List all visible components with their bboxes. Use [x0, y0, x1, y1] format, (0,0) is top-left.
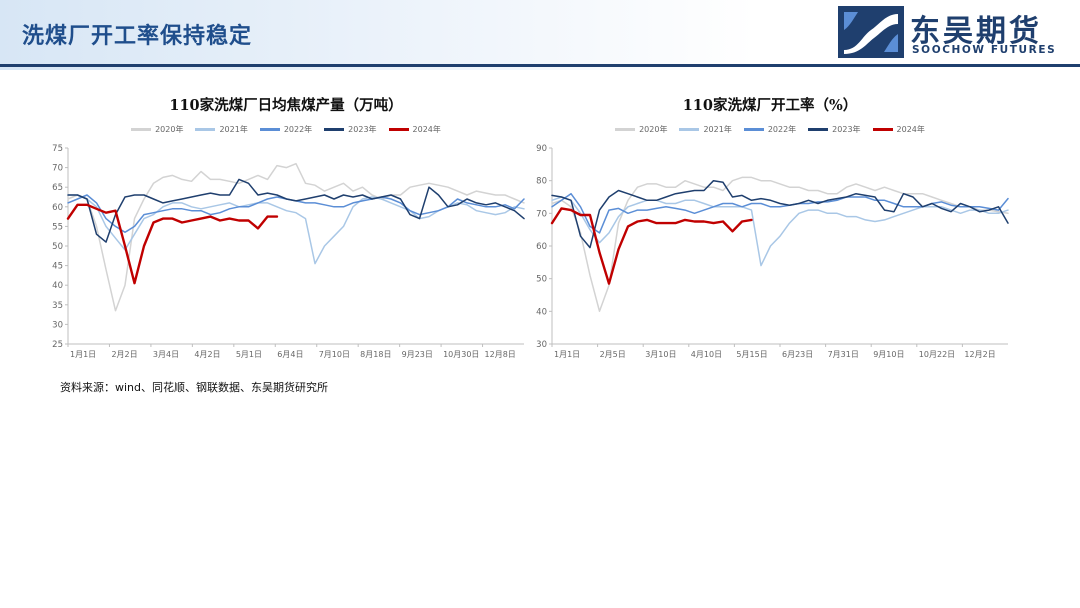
legend-label: 2021年: [219, 125, 248, 134]
series-line-2023年: [551, 179, 1009, 249]
x-tick-label: 12月2日: [964, 350, 995, 359]
header-rule: [0, 64, 1080, 67]
legend-item: 2022年: [743, 124, 797, 135]
x-tick-label: 5月15日: [736, 350, 767, 359]
page-title: 洗煤厂开工率保持稳定: [22, 24, 253, 49]
y-tick-label: 60: [52, 203, 63, 213]
y-tick-label: 30: [52, 320, 63, 330]
legend-item: 2023年: [324, 124, 377, 135]
legend-item: 2022年: [259, 124, 313, 135]
legend-item: 2024年: [388, 124, 441, 135]
y-tick-label: 25: [52, 340, 63, 350]
legend-item: 2020年: [131, 124, 183, 135]
legend-label: 2022年: [283, 125, 313, 134]
y-tick-label: 45: [52, 262, 63, 272]
x-tick-label: 2月2日: [111, 350, 137, 359]
x-tick-label: 9月10日: [873, 350, 904, 359]
legend-item: 2023年: [808, 124, 861, 135]
y-tick-label: 40: [52, 281, 63, 291]
chart-title: 110家洗煤厂日均焦煤产量（万吨）: [169, 97, 403, 114]
series-line-2020年: [67, 162, 525, 312]
legend-label: 2023年: [348, 125, 377, 134]
y-tick-label: 65: [52, 183, 63, 193]
legend-swatch: [743, 128, 764, 131]
legend-label: 2024年: [412, 125, 441, 134]
chart-legend: 2020年 2021年 2022年 2023年 2024年: [36, 124, 536, 135]
y-tick-label: 75: [52, 144, 63, 154]
x-tick-label: 2月5日: [600, 350, 626, 359]
series-line-2023年: [67, 178, 525, 243]
x-tick-label: 5月1日: [236, 350, 262, 359]
chart-operating-rate: 110家洗煤厂开工率（%） 2020年 2021年 2022年 2023年 20…: [520, 84, 1020, 370]
chart-coking-coal-output: 110家洗煤厂日均焦煤产量（万吨） 2020年 2021年 2022年 2023…: [36, 84, 536, 370]
line-plot: 30 40 50 60 70 80 90 1月1日 2月5日 3月10日 4月10日 5月15日 6月2…: [536, 144, 1009, 359]
soochow-logo-icon: [838, 6, 904, 58]
line-plot: 25 30 35 40 45 50 55 60 65 70 75 1月1日 2月2日 3月4日 4月2日 5月…: [52, 144, 525, 359]
x-tick-label: 12月8日: [485, 350, 516, 359]
legend-label: 2021年: [703, 125, 732, 134]
legend-swatch: [679, 128, 700, 131]
source-note: 资料来源：wind、同花顺、钢联数据、东吴期货研究所: [60, 381, 329, 394]
x-tick-label: 1月1日: [70, 350, 96, 359]
y-tick-label: 90: [536, 144, 547, 154]
legend-label: 2022年: [767, 125, 797, 134]
legend-label: 2024年: [896, 125, 925, 134]
legend-item: 2020年: [615, 124, 667, 135]
y-tick-label: 35: [52, 301, 63, 311]
y-tick-label: 55: [52, 222, 63, 232]
legend-item: 2021年: [195, 124, 248, 135]
legend-item: 2021年: [679, 124, 732, 135]
legend-label: 2020年: [639, 125, 668, 134]
legend-swatch: [388, 128, 409, 131]
y-tick-label: 30: [536, 340, 547, 350]
x-tick-label: 3月10日: [645, 350, 676, 359]
y-tick-label: 40: [536, 307, 547, 317]
chart-title: 110家洗煤厂开工率（%）: [682, 97, 858, 114]
series-line-2021年: [551, 196, 1009, 267]
x-tick-label: 10月22日: [919, 350, 955, 359]
legend-swatch: [808, 128, 829, 131]
x-tick-label: 6月4日: [277, 350, 303, 359]
series-line-2020年: [551, 176, 1009, 313]
x-tick-label: 1月1日: [554, 350, 580, 359]
y-tick-label: 80: [536, 177, 547, 187]
y-tick-label: 70: [536, 209, 547, 219]
y-tick-label: 50: [52, 242, 63, 252]
x-tick-label: 7月10日: [319, 350, 350, 359]
x-tick-label: 4月10日: [691, 350, 722, 359]
legend-swatch: [872, 128, 893, 131]
x-tick-label: 8月18日: [360, 350, 391, 359]
x-tick-label: 4月2日: [194, 350, 220, 359]
series-line-2024年: [66, 203, 279, 285]
legend-label: 2020年: [155, 125, 184, 134]
legend-swatch: [259, 128, 280, 131]
brand-logo: 东吴期货 SOOCHOW FUTURES: [838, 4, 1074, 60]
x-tick-label: 7月31日: [828, 350, 859, 359]
y-tick-label: 50: [536, 275, 547, 285]
legend-swatch: [131, 128, 152, 131]
x-tick-label: 6月23日: [782, 350, 813, 359]
x-tick-label: 9月23日: [402, 350, 433, 359]
logo-text-cn: 东吴期货: [910, 14, 1042, 49]
legend-swatch: [195, 128, 216, 131]
y-tick-label: 60: [536, 242, 547, 252]
legend-swatch: [615, 128, 636, 131]
legend-label: 2023年: [832, 125, 861, 134]
logo-text-en: SOOCHOW FUTURES: [912, 44, 1057, 56]
x-tick-label: 3月4日: [153, 350, 179, 359]
x-tick-label: 10月30日: [443, 350, 479, 359]
chart-legend: 2020年 2021年 2022年 2023年 2024年: [520, 124, 1020, 135]
y-tick-label: 70: [52, 164, 63, 174]
legend-item: 2024年: [872, 124, 925, 135]
legend-swatch: [324, 128, 345, 131]
series-line-2024年: [550, 207, 753, 285]
